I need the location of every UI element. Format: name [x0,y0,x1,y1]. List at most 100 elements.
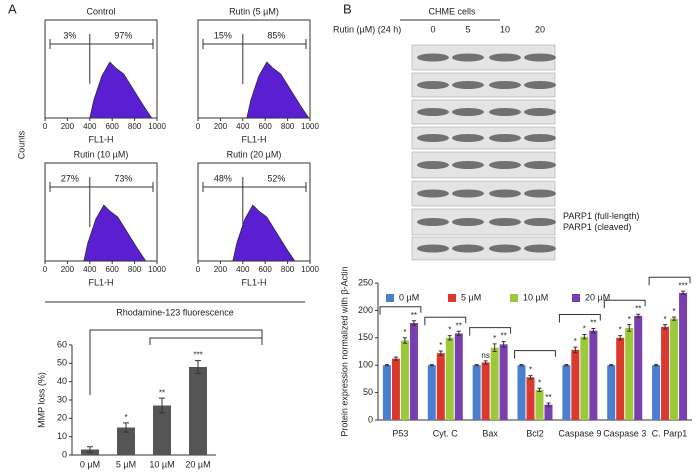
x-tick-label: Caspase 3 [603,428,646,438]
x-tick-label: 1000 [148,122,166,131]
bar [607,365,616,420]
gate-bracket [202,177,307,227]
x-tick-label: 0 µM [80,459,100,469]
significance-bracket [514,350,556,359]
panel-title: Rutin (5 µM) [229,6,279,16]
panel-label: A [8,1,17,16]
blot-band [524,218,556,226]
blot-band [452,244,484,253]
x-tick-label: 600 [259,122,273,131]
blot-band [489,244,521,253]
error-bar [483,360,488,365]
x-tick-label: 800 [128,265,142,274]
significance: *** [193,351,202,360]
x-tick-label: 600 [106,122,120,131]
x-tick-label: 200 [61,265,75,274]
gate-right-label: 97% [114,30,132,40]
x-tick-label: 0 [43,265,48,274]
error-bar [564,364,569,367]
x-tick-label: Bcl2 [526,428,544,438]
x-tick-label: C. Parp1 [652,428,688,438]
bar [427,365,436,420]
error-bar [492,343,497,352]
bar [625,327,634,420]
significance: ** [590,319,596,328]
blot-band [524,161,556,169]
significance: * [574,337,577,346]
error-bar [159,397,165,414]
significance: * [673,307,676,316]
gate-left-label: 3% [63,30,76,40]
significance: * [628,315,631,324]
error-bar [681,290,686,296]
significance: *** [678,281,687,290]
blot-band [524,53,556,62]
error-bar [591,327,596,334]
bar [616,337,625,420]
bar [382,365,391,420]
histogram-shape [232,204,296,262]
error-bar [663,324,668,330]
gate-bracket [202,34,307,84]
cells-label: CHME cells [428,6,476,16]
x-tick-label: 200 [61,122,75,131]
error-bar [123,422,129,433]
error-bar [582,334,587,340]
significance: * [619,326,622,335]
y-tick-label: 50 [363,387,373,397]
bar [481,362,490,420]
significance: * [493,334,496,343]
x-tick-label: 20 µM [185,459,210,469]
x-tick-label: 600 [259,265,273,274]
significance-bracket [648,276,691,286]
blot-band [417,244,449,253]
y-tick-label: 30 [57,394,67,404]
error-bar [537,387,542,393]
significance-bracket [379,306,422,315]
error-bar [456,330,461,337]
significance: * [583,325,586,334]
error-bar [402,337,407,344]
x-label: FL1-H [241,134,266,144]
error-bar [627,324,632,332]
significance: * [448,326,451,335]
x-tick-label: 800 [281,122,295,131]
x-tick-label: 400 [236,265,250,274]
significance-bracket [558,313,601,323]
y-label: MMP loss (%) [36,372,46,428]
panel-title: Control [86,6,115,16]
blot-band [417,218,449,226]
legend-swatch [386,294,394,302]
blot-band [489,53,521,62]
panel-title: Rutin (10 µM) [74,149,129,159]
blot-band [489,161,521,169]
x-tick-label: 1000 [301,122,319,131]
x-tick-label: 1000 [301,265,319,274]
x-tick-label: 200 [214,265,228,274]
error-bar [609,364,614,367]
significance-bracket [603,299,646,309]
blot-band [417,81,449,89]
blot-band [452,218,484,226]
histogram-shape [89,61,153,119]
error-bar [474,364,479,367]
significance: * [124,413,127,422]
blot-band [452,108,484,116]
bar [526,377,535,420]
y-tick-label: 10 [57,431,67,441]
gate-bracket [49,177,154,227]
panel-label: B [343,1,352,16]
bar [670,318,679,420]
error-bar [546,402,551,407]
x-tick-label: 5 µM [116,459,136,469]
bar [117,427,135,455]
bar [400,340,409,420]
error-bar [393,356,398,361]
x-tick-label: 400 [83,122,97,131]
significance: ** [545,393,551,402]
gate-left-label: 15% [214,30,232,40]
significance-bracket [469,327,512,336]
significance: * [529,366,532,375]
legend-swatch [572,294,580,302]
